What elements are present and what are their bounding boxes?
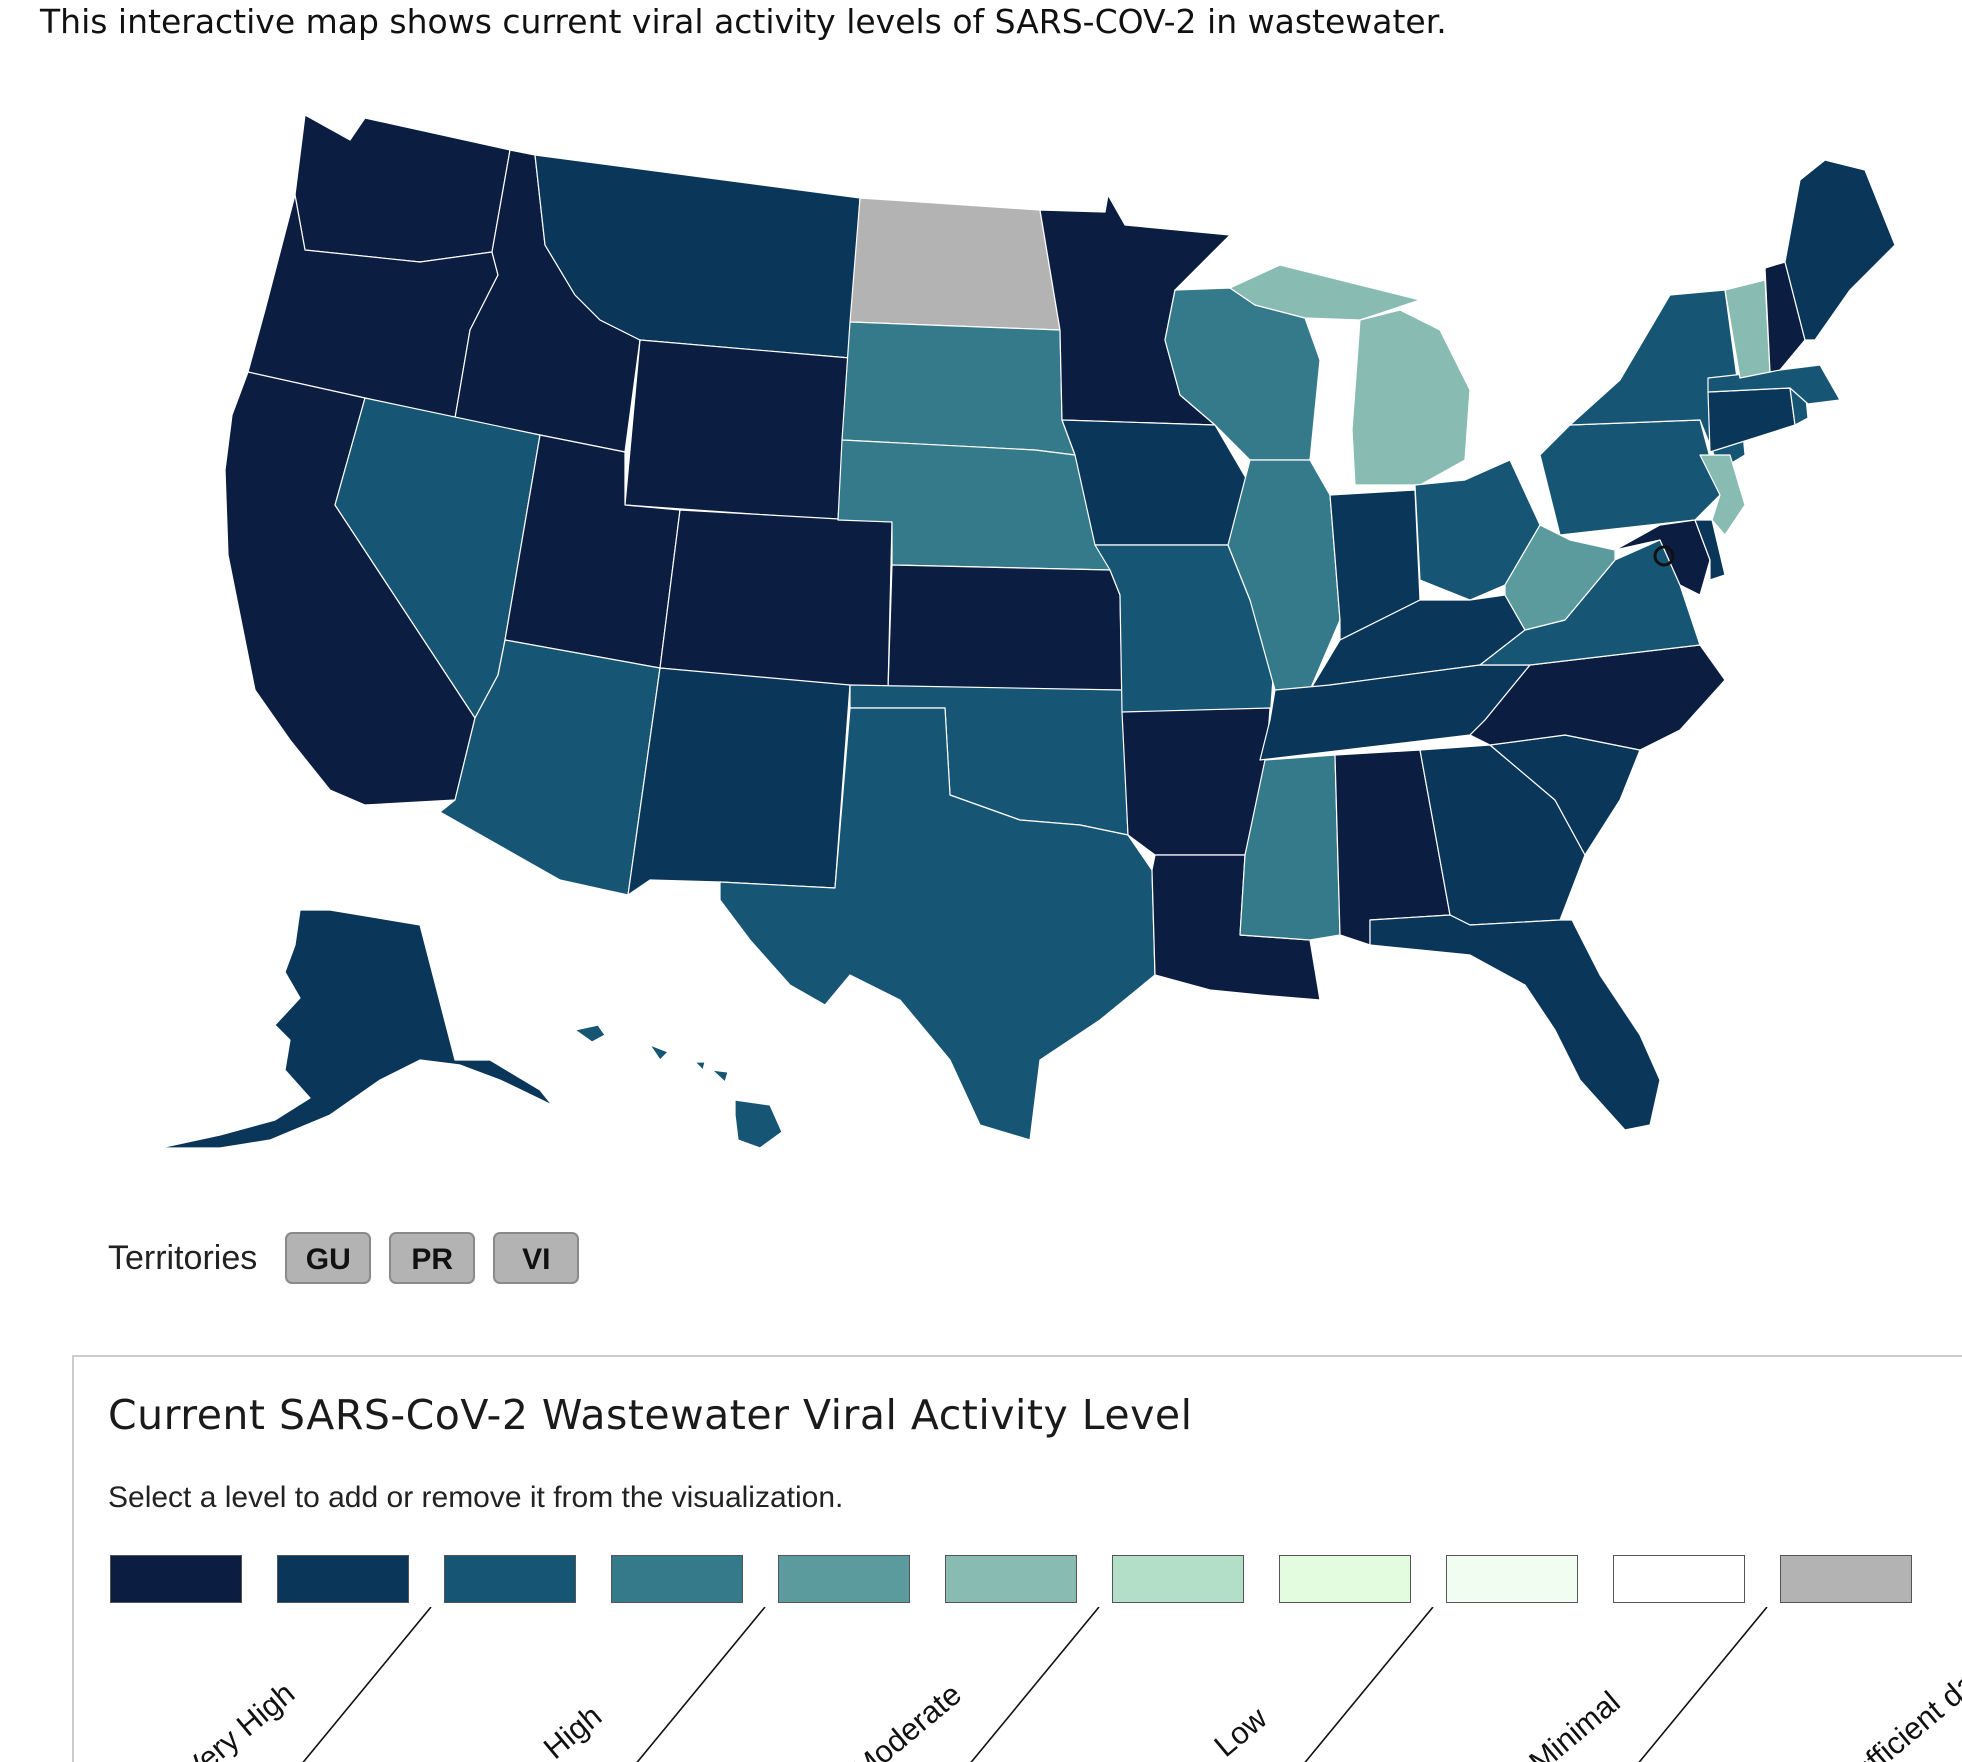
territory-button-pr[interactable]: PR [389, 1232, 476, 1284]
state-NC[interactable] [1469, 644, 1726, 751]
state-CO[interactable] [659, 509, 893, 691]
state-HI[interactable] [574, 1024, 783, 1149]
legend-swatch-l2[interactable] [1279, 1555, 1411, 1603]
legend-group-label[interactable]: High [537, 1698, 608, 1762]
state-ME[interactable] [1784, 159, 1896, 341]
state-SD[interactable] [841, 321, 1076, 456]
territories-row: Territories GU PR VI [108, 1230, 597, 1286]
state-NJ[interactable] [1699, 454, 1746, 536]
intro-text: This interactive map shows current viral… [40, 2, 1447, 41]
state-AK[interactable] [159, 909, 553, 1149]
state-WY[interactable] [624, 339, 851, 521]
legend-swatch-mn2[interactable] [1613, 1555, 1745, 1603]
legend-swatch-na[interactable] [1780, 1555, 1912, 1603]
legend-swatch-vh1[interactable] [110, 1555, 242, 1603]
legend-swatch-m2[interactable] [945, 1555, 1077, 1603]
legend-swatch-h2[interactable] [611, 1555, 743, 1603]
legend-group-label[interactable]: Minimal [1522, 1684, 1626, 1762]
legend-divider [1304, 1607, 1434, 1762]
legend-labels: Very High High Moderate Low Minimal Insuffici… [176, 1607, 1962, 1762]
legend-group-label[interactable]: Very High [176, 1675, 301, 1762]
legend-swatch-l1[interactable] [1112, 1555, 1244, 1603]
state-CT[interactable] [1707, 387, 1796, 453]
state-WV[interactable] [1504, 524, 1616, 631]
territory-button-vi[interactable]: VI [493, 1232, 580, 1284]
legend-divider [636, 1607, 766, 1762]
state-AR[interactable] [1121, 707, 1271, 856]
legend-divider [970, 1607, 1100, 1762]
state-NM[interactable] [627, 667, 851, 896]
territory-button-gu[interactable]: GU [285, 1232, 372, 1284]
legend-group-label[interactable]: Moderate [845, 1676, 968, 1762]
legend-group-label[interactable]: Insufficient data [1814, 1648, 1962, 1762]
state-MI[interactable] [1229, 264, 1471, 486]
us-map [159, 114, 1896, 1149]
legend-swatch-mn1[interactable] [1446, 1555, 1578, 1603]
state-WA[interactable] [294, 114, 511, 263]
legend-swatch-m1[interactable] [778, 1555, 910, 1603]
legend-divider [302, 1607, 432, 1762]
dc-marker[interactable] [1653, 545, 1675, 567]
state-TX[interactable] [719, 707, 1156, 1141]
legend-panel: Current SARS-CoV-2 Wastewater Viral Acti… [72, 1355, 1962, 1762]
state-PA[interactable] [1539, 419, 1721, 536]
legend-swatch-vh2[interactable] [277, 1555, 409, 1603]
state-FL[interactable] [1369, 914, 1661, 1131]
legend-title: Current SARS-CoV-2 Wastewater Viral Acti… [108, 1391, 1193, 1439]
state-DE[interactable] [1694, 519, 1726, 581]
legend-swatch-h1[interactable] [444, 1555, 576, 1603]
state-ND[interactable] [849, 197, 1061, 331]
state-KS[interactable] [887, 564, 1123, 691]
legend-subtitle: Select a level to add or remove it from … [108, 1481, 844, 1514]
legend-divider [1638, 1607, 1768, 1762]
territories-label: Territories [108, 1239, 258, 1277]
state-NH[interactable] [1764, 261, 1806, 373]
legend-group-label[interactable]: Low [1208, 1700, 1275, 1762]
